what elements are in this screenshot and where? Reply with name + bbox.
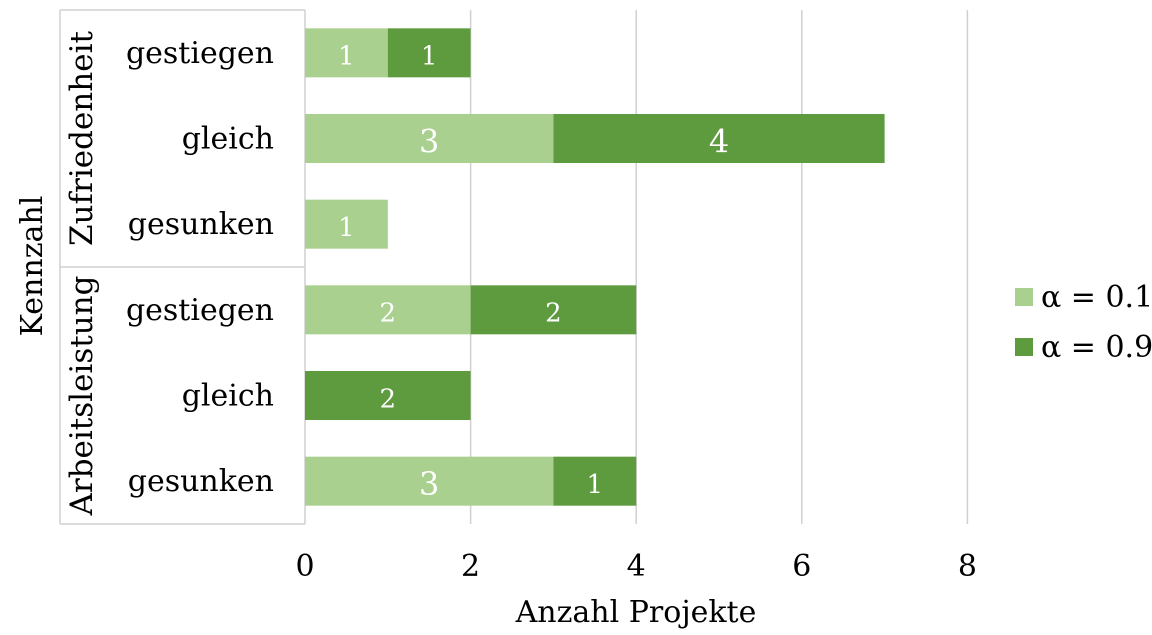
y-axis-title: Kennzahl [15,196,50,337]
x-tick-label-4: 4 [627,549,646,584]
bars [305,28,885,506]
x-tick-label-8: 8 [958,549,977,584]
legend-label-series-2: α = 0.9 [1041,330,1152,365]
bar-arbeitsleistung-gesunken-series-1 [305,456,554,506]
legend-label-series-1: α = 0.1 [1041,280,1152,315]
legend: α = 0.1 α = 0.9 [1015,280,1152,365]
bar-arbeitsleistung-gleich-series-2 [305,371,471,420]
bar-arbeitsleistung-gestiegen-series-2 [470,285,637,335]
gridlines [469,10,969,524]
x-axis-title: Anzahl Projekte [515,595,757,630]
legend-swatch-series-2 [1015,338,1033,356]
data-labels: 1 1 3 4 1 2 2 2 3 1 [338,42,729,503]
category-label-zufriedenheit-gestiegen: gestiegen [126,36,274,71]
bar-arbeitsleistung-gesunken-series-2 [553,456,637,506]
data-label-arbeitsleistung-gesunken-series-2: 1 [587,470,604,500]
category-axis-frame [59,9,306,525]
group-label-arbeitsleistung: Arbeitsleistung [64,276,100,517]
category-label-arbeitsleistung-gesunken: gesunken [128,464,274,499]
category-label-arbeitsleistung-gleich: gleich [182,379,274,414]
data-label-zufriedenheit-gesunken-series-1: 1 [338,213,355,243]
category-label-arbeitsleistung-gestiegen: gestiegen [126,293,274,328]
data-label-zufriedenheit-gleich-series-2: 4 [709,122,729,160]
data-label-arbeitsleistung-gestiegen-series-1: 2 [380,299,397,329]
data-label-zufriedenheit-gestiegen-series-2: 1 [421,42,438,72]
data-label-arbeitsleistung-gestiegen-series-2: 2 [545,299,562,329]
data-label-arbeitsleistung-gesunken-series-1: 3 [419,465,439,503]
bar-zufriedenheit-gleich-series-1 [305,114,554,163]
data-label-zufriedenheit-gleich-series-1: 3 [419,122,439,160]
category-label-zufriedenheit-gleich: gleich [182,122,274,157]
bar-arbeitsleistung-gestiegen-series-1 [305,285,471,335]
legend-swatch-series-1 [1015,288,1033,306]
x-tick-label-2: 2 [461,549,480,584]
category-label-zufriedenheit-gesunken: gesunken [128,207,274,242]
group-label-zufriedenheit: Zufriedenheit [64,31,100,246]
x-tick-labels: 0 2 4 6 8 [295,549,976,584]
bar-zufriedenheit-gleich-series-2 [553,114,885,163]
data-label-arbeitsleistung-gleich-series-2: 2 [380,384,397,414]
bar-zufriedenheit-gestiegen-series-1 [305,28,388,78]
x-tick-label-0: 0 [295,549,314,584]
bar-zufriedenheit-gesunken-series-1 [305,199,388,249]
bar-zufriedenheit-gestiegen-series-2 [387,28,471,78]
data-label-zufriedenheit-gestiegen-series-1: 1 [338,42,355,72]
group-labels: Zufriedenheit Arbeitsleistung [64,31,100,517]
category-labels: gestiegen gleich gesunken gestiegen gleich ge… [126,36,274,499]
x-tick-label-6: 6 [792,549,811,584]
